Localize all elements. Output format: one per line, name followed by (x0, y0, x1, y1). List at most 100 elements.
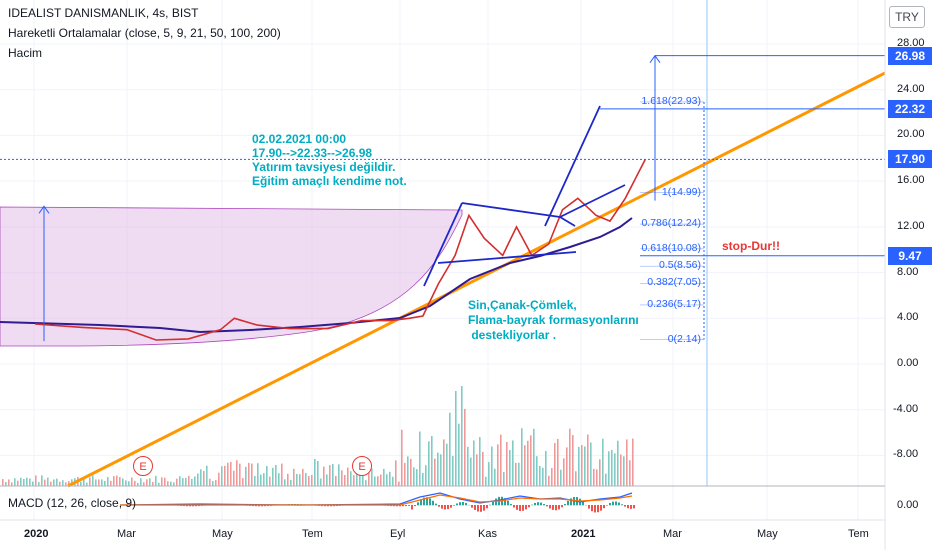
volume-bar (260, 474, 262, 486)
volume-bar (335, 475, 337, 486)
macd-histogram-bar (480, 505, 482, 512)
macd-indicator-label[interactable]: MACD (12, 26, close, 9) (8, 496, 137, 510)
macd-histogram-bar (423, 497, 425, 506)
macd-histogram-bar (549, 505, 551, 509)
note-annotation[interactable]: 02.02.2021 00:00 17.90-->22.33-->26.98 Y… (252, 132, 407, 188)
macd-histogram-bar (483, 505, 485, 511)
volume-bar (236, 460, 238, 486)
volume-bar (116, 475, 118, 486)
macd-histogram-bar (405, 505, 407, 507)
volume-bar (392, 476, 394, 486)
volume-bar (161, 477, 163, 486)
volume-bar (152, 481, 154, 486)
price-line (34, 159, 647, 341)
macd-histogram-bar (591, 505, 593, 512)
volume-bar (149, 478, 151, 486)
volume-bar (218, 472, 220, 486)
volume-bar (377, 476, 379, 486)
macd-histogram-bar (504, 498, 506, 506)
volume-bar (329, 465, 331, 486)
target-level-lines (0, 54, 885, 342)
volume-bar (122, 478, 124, 486)
volume-bar (167, 481, 169, 486)
volume-bar (539, 465, 541, 486)
volume-bar (113, 476, 115, 486)
volume-bar (395, 460, 397, 486)
volume-bar (611, 449, 613, 486)
price-tick-label: 20.00 (897, 128, 925, 141)
volume-bar (383, 468, 385, 486)
macd-histogram-bar (417, 502, 419, 506)
time-tick-label: May (212, 528, 233, 540)
macd-histogram-bar (522, 505, 524, 511)
macd-histogram-bar (255, 505, 257, 507)
volume-bar (527, 440, 529, 486)
volume-bar (596, 469, 598, 486)
volume-bar (50, 481, 52, 486)
volume-bar (455, 390, 457, 486)
price-tick-label: 8.00 (897, 265, 919, 278)
earnings-marker-2[interactable]: E (352, 456, 372, 476)
macd-histogram-bar (435, 503, 437, 506)
volume-bar (182, 478, 184, 486)
volume-bar (326, 474, 328, 486)
volume-indicator-label[interactable]: Hacim (8, 46, 43, 60)
flag-pattern-line (544, 105, 601, 227)
macd-histogram-bar (411, 505, 413, 510)
pattern-annotation[interactable]: Sin,Çanak-Çömlek, Flama-bayrak formasyon… (468, 298, 639, 343)
macd-histogram-bar (429, 498, 431, 506)
currency-button[interactable]: TRY (889, 6, 925, 28)
price-tick-label: -8.00 (893, 448, 919, 461)
volume-bar (239, 463, 241, 486)
ma-indicator-label[interactable]: Hareketli Ortalamalar (close, 5, 9, 21, … (8, 26, 281, 40)
earnings-marker-1[interactable]: E (133, 456, 153, 476)
volume-bar (251, 463, 253, 486)
volume-bar (605, 473, 607, 486)
time-tick-label: 2020 (24, 528, 49, 540)
macd-histogram-bar (582, 501, 584, 506)
volume-bar (374, 476, 376, 486)
volume-bar (629, 460, 631, 486)
volume-bar (41, 475, 43, 486)
volume-bar (548, 475, 550, 486)
volume-bar (248, 462, 250, 486)
macd-histogram-bar (513, 505, 515, 508)
macd-histogram-bar (330, 505, 332, 507)
fib-level-label: 0.236(5.17) (647, 297, 701, 310)
macd-histogram-bar (393, 505, 395, 507)
volume-bar (602, 438, 604, 486)
volume-bar (179, 476, 181, 486)
macd-histogram-bar (558, 505, 560, 510)
volume-bar (506, 441, 508, 486)
volume-bar (170, 481, 172, 486)
note-line-disclaimer: Yatırım tavsiyesi değildir. (252, 160, 396, 174)
fib-level-label: 0.5(8.56) (658, 259, 701, 272)
price-tick-label: 16.00 (897, 174, 925, 187)
macd-histogram-bar (414, 505, 416, 507)
macd-histogram-bar (396, 505, 398, 507)
macd-histogram-bar (462, 501, 464, 506)
volume-bar (131, 477, 133, 486)
time-tick-label: Eyl (390, 528, 406, 540)
volume-bar (44, 479, 46, 486)
volume-bar (467, 446, 469, 486)
volume-bar (617, 440, 619, 486)
volume-bar (191, 478, 193, 486)
volume-bar (497, 444, 499, 486)
macd-histogram-bar (546, 505, 548, 507)
note-line-targets: 17.90-->22.33-->26.98 (252, 146, 373, 160)
macd-histogram-bar (552, 505, 554, 510)
volume-bar (566, 447, 568, 486)
macd-histogram-bar (534, 502, 536, 506)
macd-histogram-bar (399, 505, 401, 507)
volume-bar (563, 458, 565, 486)
fib-level-label: 1.618(22.93) (641, 94, 701, 107)
volume-bar (11, 482, 13, 486)
macd-histogram-bar (447, 505, 449, 510)
macd-histogram-bar (567, 500, 569, 506)
volume-bar (398, 481, 400, 486)
stop-annotation[interactable]: stop-Dur!! (722, 239, 780, 253)
volume-bar (206, 465, 208, 486)
macd-histogram-bar (471, 505, 473, 508)
macd-histogram-bar (189, 505, 191, 507)
